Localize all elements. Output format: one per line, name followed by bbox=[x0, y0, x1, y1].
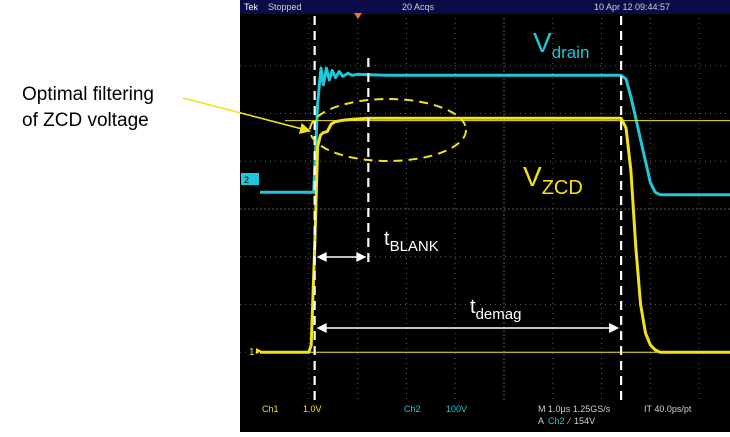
vzcd-trace bbox=[260, 116, 730, 354]
scope-screen bbox=[240, 0, 730, 432]
vdrain-label: Vdrain bbox=[533, 27, 590, 62]
tblank-arrowhead-left bbox=[316, 252, 327, 262]
scope-header-bar bbox=[240, 0, 730, 14]
vdrain-trace bbox=[260, 66, 730, 197]
ch1-marker-label: 1 bbox=[249, 347, 255, 358]
filtering-ellipse bbox=[309, 98, 467, 162]
callout-line-2: of ZCD voltage bbox=[22, 110, 149, 131]
scope-state: Stopped bbox=[268, 2, 302, 12]
record-readout: IT 40.0ps/pt bbox=[644, 404, 692, 414]
ch1-readout-scale: 1.0V bbox=[303, 404, 322, 414]
scope-acqs: 20 Acqs bbox=[402, 2, 435, 12]
trigger-readout: A Ch2 ∕ 154V bbox=[538, 416, 595, 426]
tblank-label: tBLANK bbox=[384, 228, 439, 255]
tdemag-label: tdemag bbox=[470, 296, 521, 323]
ch2-readout-scale: 100V bbox=[446, 404, 467, 414]
tblank-arrowhead-right bbox=[356, 252, 367, 262]
ch1-readout-label: Ch1 bbox=[262, 404, 279, 414]
ch2-marker: 2 bbox=[241, 173, 259, 185]
scope-brand: Tek bbox=[244, 2, 259, 12]
ch1-marker: 1 bbox=[249, 347, 262, 358]
tdemag-arrowhead-left bbox=[316, 323, 327, 333]
vzcd-label: VZCD bbox=[523, 161, 583, 199]
callout-line-1: Optimal filtering bbox=[22, 84, 154, 105]
callout-arrow bbox=[182, 97, 312, 134]
scope-datetime: 10 Apr 12 09:44:57 bbox=[594, 2, 670, 12]
cursor-lines bbox=[313, 16, 623, 400]
timebase-readout: M 1.0µs 1.25GS/s bbox=[538, 404, 611, 414]
ch2-readout-label: Ch2 bbox=[404, 404, 421, 414]
ch2-marker-label: 2 bbox=[244, 175, 249, 185]
trigger-position-marker bbox=[354, 13, 362, 19]
tdemag-arrowhead-right bbox=[609, 323, 620, 333]
